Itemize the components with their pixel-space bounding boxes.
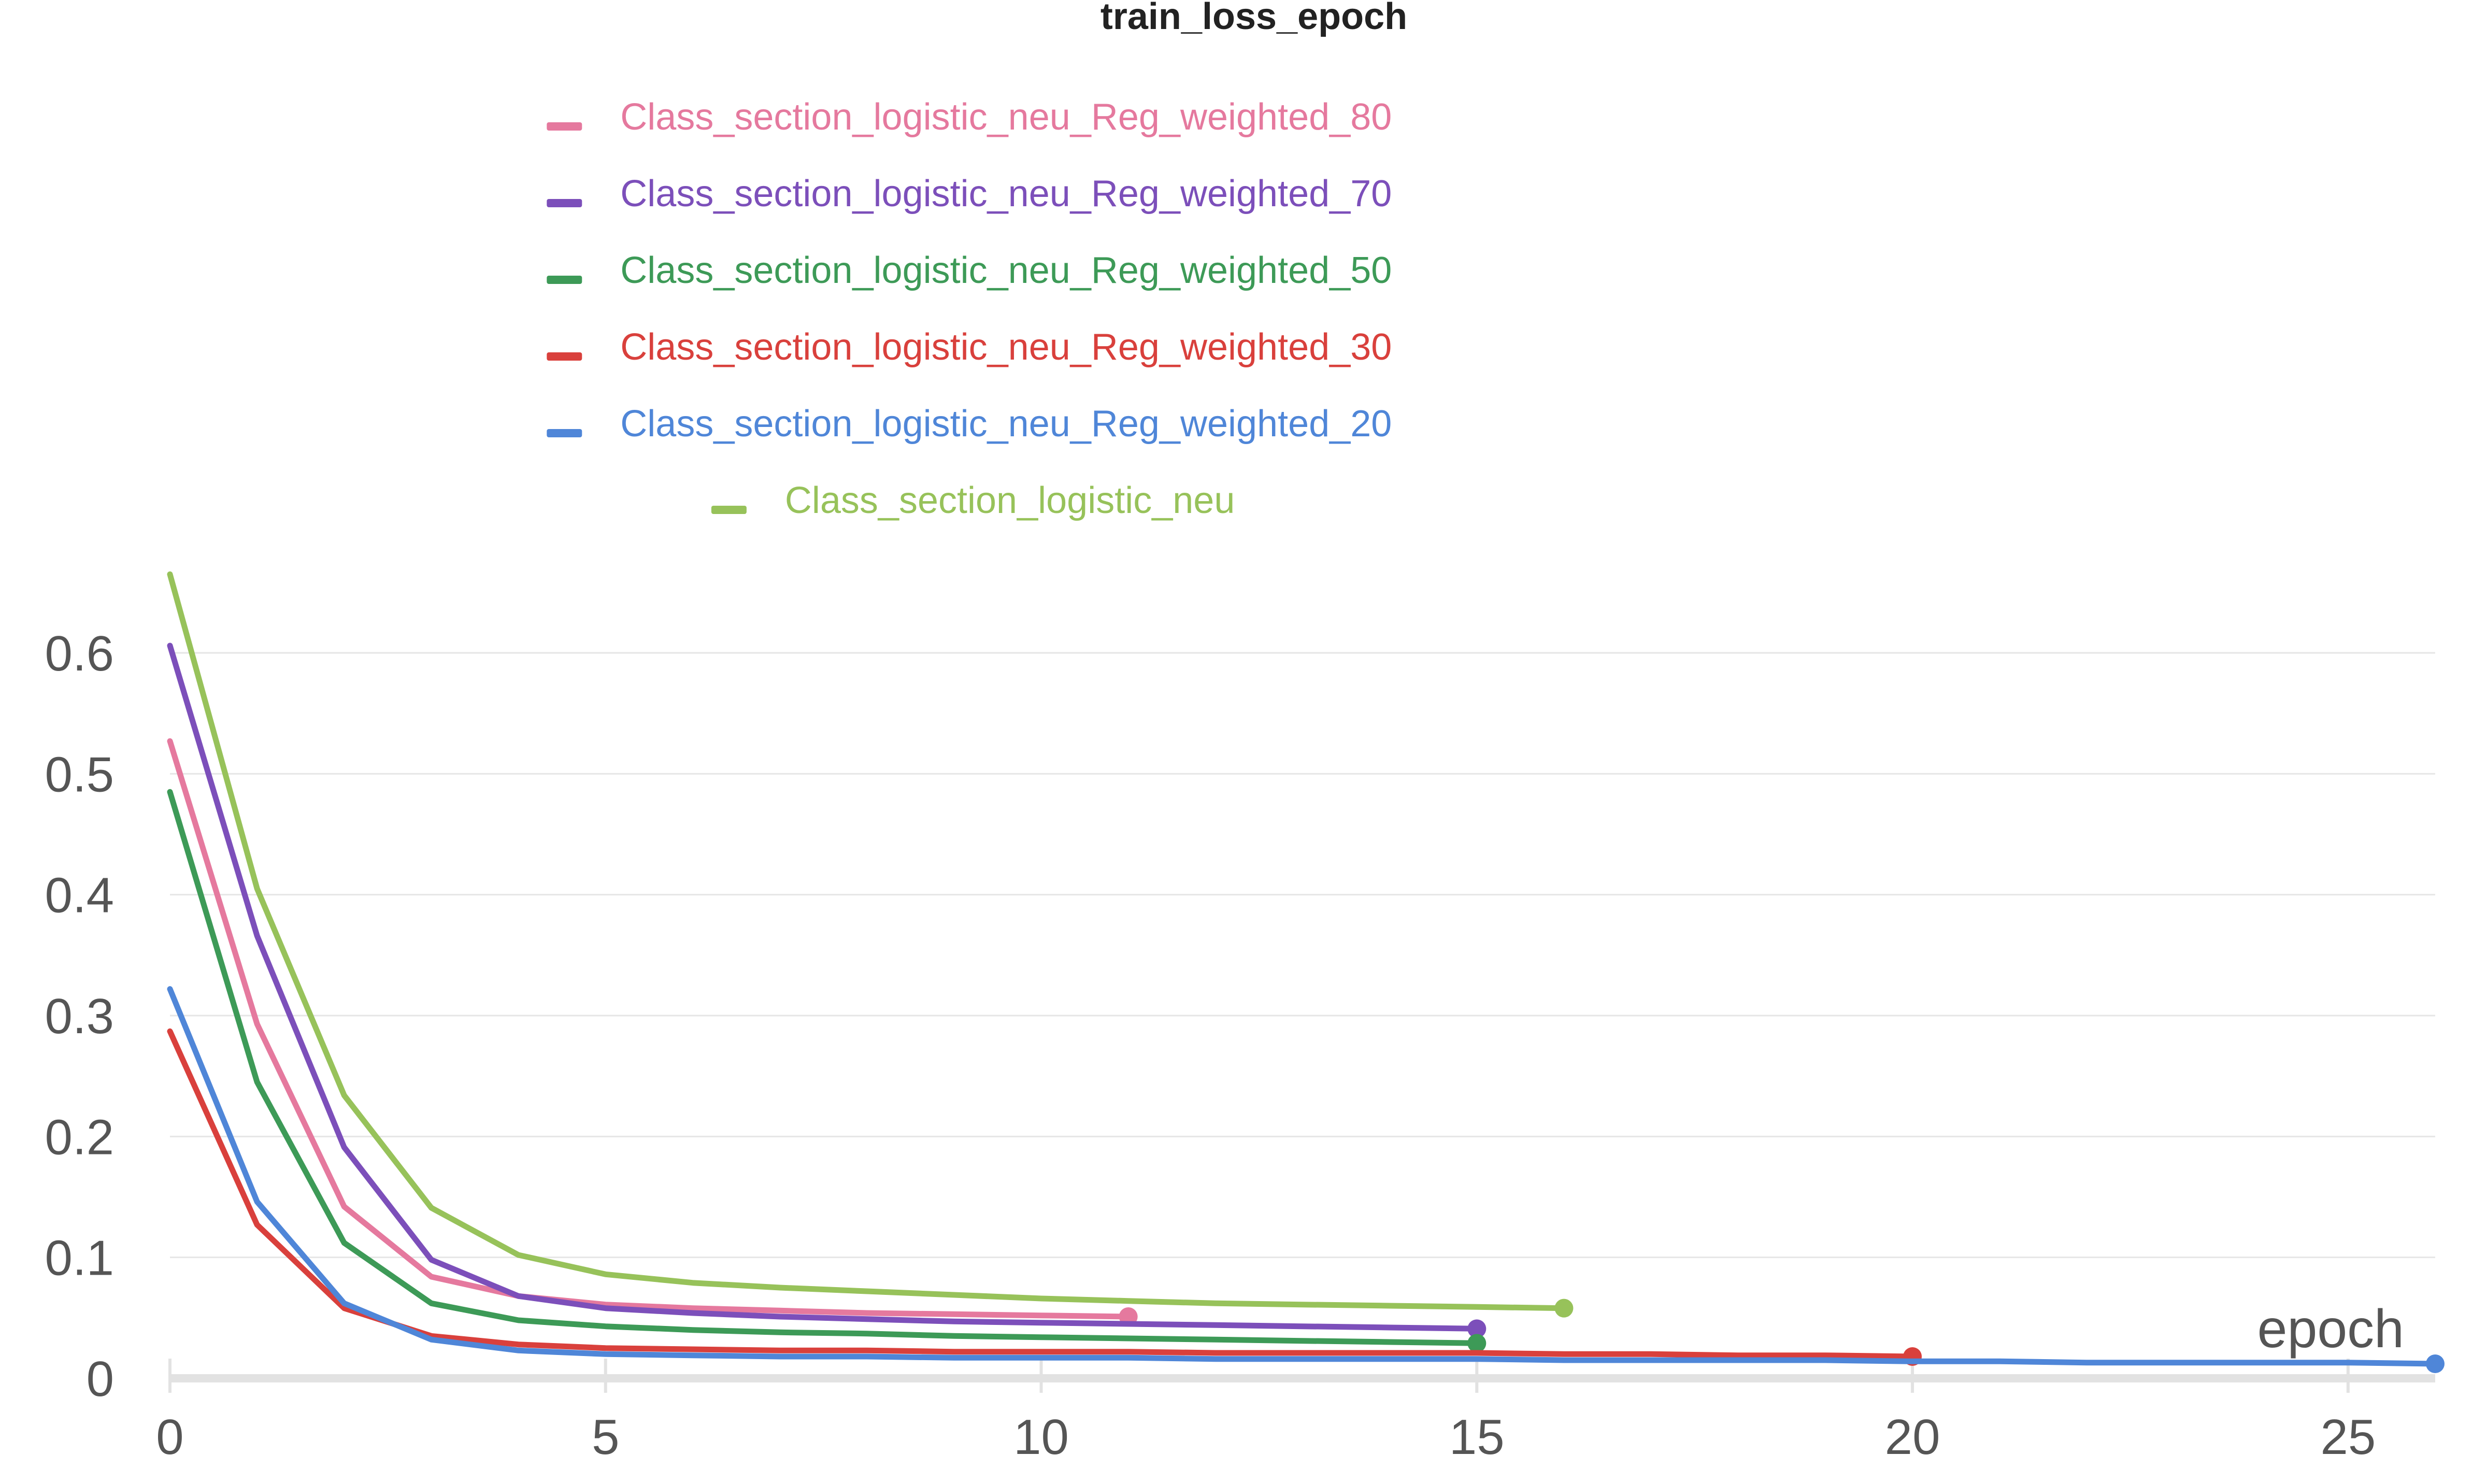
- y-tick-label: 0.5: [45, 747, 114, 802]
- y-axis: 0 0.1 0.2 0.3 0.4 0.5 0.6: [45, 626, 114, 1407]
- legend-swatch: [547, 122, 582, 131]
- series-line: [167, 571, 1567, 1311]
- legend-label: Class_section_logistic_neu_Reg_weighted_…: [620, 403, 1392, 445]
- legend-label: Class_section_logistic_neu_Reg_weighted_…: [620, 250, 1392, 291]
- x-tick-label: 10: [1013, 1409, 1069, 1465]
- legend-swatch: [547, 429, 582, 437]
- legend-item: Class_section_logistic_neu_Reg_weighted_…: [547, 96, 1392, 138]
- x-tick-label: 20: [1885, 1409, 1940, 1465]
- y-tick-label: 0.6: [45, 626, 114, 681]
- legend-swatch: [547, 199, 582, 207]
- series-line: [167, 789, 1480, 1346]
- grid: [170, 652, 2435, 1259]
- series-line: [167, 738, 1132, 1320]
- legend-item: Class_section_logistic_neu: [711, 480, 1235, 521]
- x-axis: 0 5 10 15 20 25: [156, 1359, 2435, 1465]
- legend-label: Class_section_logistic_neu_Reg_weighted_…: [620, 96, 1392, 138]
- series-end-point: [1554, 1299, 1574, 1318]
- legend-item: Class_section_logistic_neu_Reg_weighted_…: [547, 250, 1392, 291]
- y-tick-label: 0: [87, 1351, 114, 1407]
- y-tick-label: 0.1: [45, 1231, 114, 1286]
- series-line: [167, 643, 1480, 1332]
- x-tick-label: 0: [156, 1409, 183, 1465]
- legend-item: Class_section_logistic_neu_Reg_weighted_…: [547, 403, 1392, 445]
- series-end-point: [2426, 1354, 2445, 1373]
- legend-item: Class_section_logistic_neu_Reg_weighted_…: [547, 326, 1392, 368]
- legend-label: Class_section_logistic_neu_Reg_weighted_…: [620, 173, 1392, 215]
- x-axis-label: epoch: [2257, 1299, 2404, 1359]
- y-tick-label: 0.3: [45, 989, 114, 1044]
- legend-item: Class_section_logistic_neu_Reg_weighted_…: [547, 173, 1392, 215]
- legend-swatch: [547, 276, 582, 284]
- legend-swatch: [711, 506, 747, 514]
- x-tick-label: 25: [2320, 1409, 2376, 1465]
- y-tick-label: 0.2: [45, 1109, 114, 1165]
- y-tick-label: 0.4: [45, 868, 114, 923]
- series-end-point: [1467, 1334, 1487, 1353]
- series-layer: [167, 571, 2445, 1373]
- legend: Class_section_logistic_neu_Reg_weighted_…: [547, 96, 1392, 521]
- legend-label: Class_section_logistic_neu_Reg_weighted_…: [620, 326, 1392, 368]
- x-tick-label: 5: [592, 1409, 619, 1465]
- series-line: [167, 986, 2438, 1367]
- legend-label: Class_section_logistic_neu: [785, 480, 1235, 521]
- series-end-point: [1467, 1319, 1487, 1338]
- chart-title: train_loss_epoch: [1100, 0, 1407, 37]
- series-line: [167, 1028, 1916, 1360]
- x-tick-label: 15: [1449, 1409, 1505, 1465]
- legend-swatch: [547, 352, 582, 361]
